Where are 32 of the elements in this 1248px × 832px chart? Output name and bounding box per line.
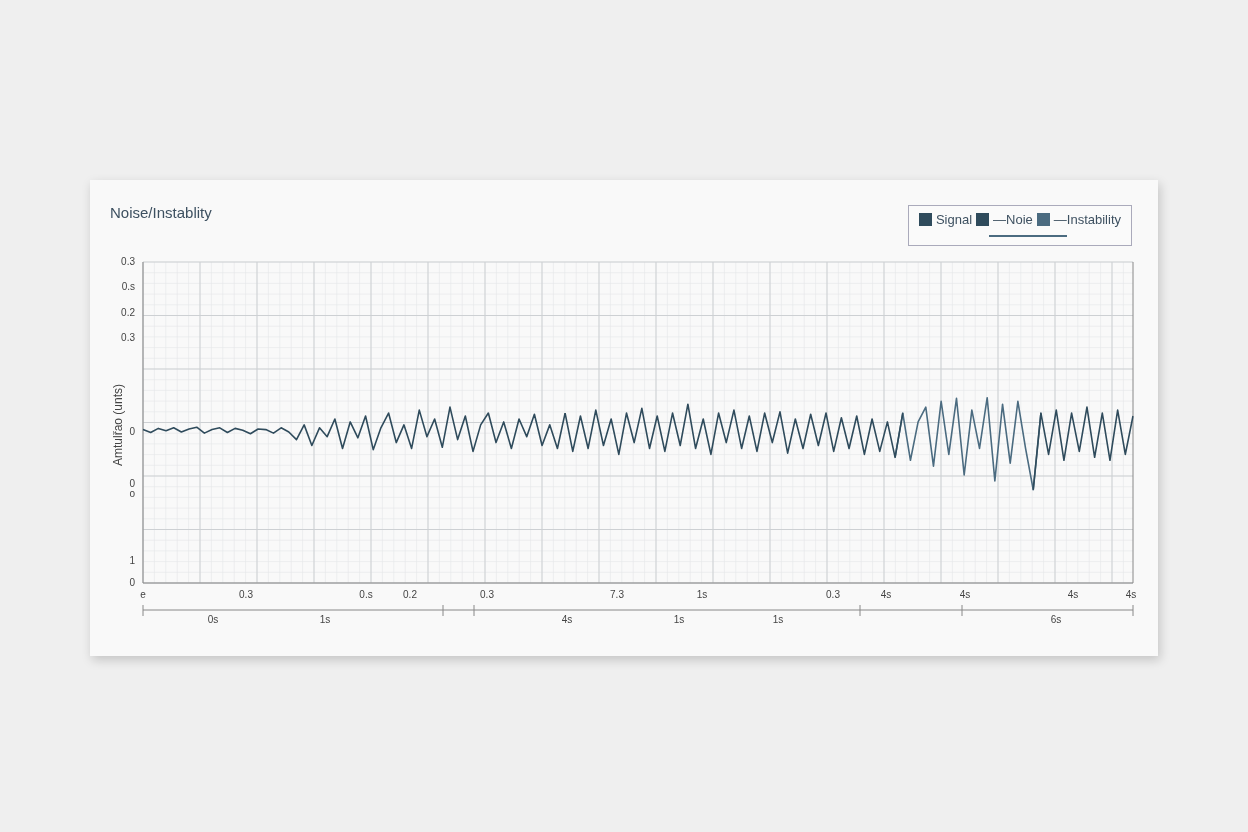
text: 0 <box>129 477 136 489</box>
text: 0.2 <box>403 588 418 600</box>
text: 0.3 <box>121 255 136 267</box>
text: 0.3 <box>239 588 254 600</box>
text: 0s <box>207 613 219 625</box>
text: 7.3 <box>610 588 625 600</box>
text: 1s <box>673 613 685 625</box>
text: 4s <box>959 588 971 600</box>
text: 4s <box>1125 588 1137 600</box>
text: 6s <box>1050 613 1062 625</box>
legend-label: —Instability <box>1053 212 1121 227</box>
y-axis-title: Amtulřao (unts) <box>111 383 125 467</box>
text: 0 <box>129 425 136 437</box>
text: 1s <box>696 588 708 600</box>
text: 1s <box>772 613 784 625</box>
text: o <box>129 487 136 499</box>
text: e <box>140 588 147 600</box>
text: 4s <box>561 613 573 625</box>
text: 4s <box>1067 588 1079 600</box>
text: 4s <box>880 588 892 600</box>
text: 0.2 <box>121 306 136 318</box>
chart-title: Noise/Instablity <box>110 204 212 221</box>
text: 0 <box>129 576 136 588</box>
text: 0.s <box>359 588 373 600</box>
text: 1 <box>129 554 136 566</box>
legend-label: Signal <box>935 212 973 227</box>
text: 0.s <box>121 280 135 292</box>
text: 0.3 <box>826 588 841 600</box>
text: 1s <box>319 613 331 625</box>
text: 0.3 <box>480 588 495 600</box>
text: 0.3 <box>121 331 136 343</box>
legend-label: —Noie <box>993 212 1033 227</box>
